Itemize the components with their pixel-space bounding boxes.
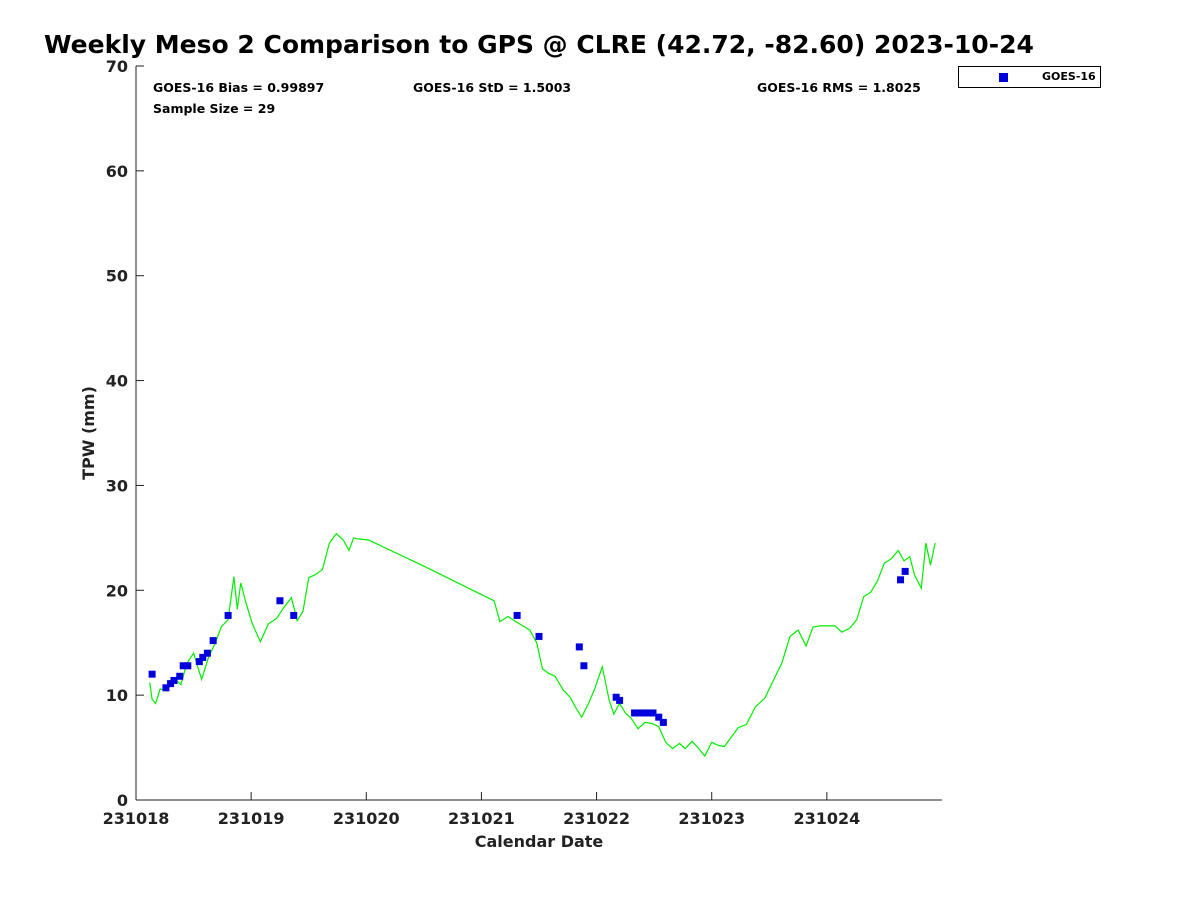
goes-data-point xyxy=(513,611,521,619)
goes-data-point xyxy=(148,670,156,678)
y-tick-label: 0 xyxy=(117,791,128,810)
goes-data-point xyxy=(616,696,624,704)
goes-data-point xyxy=(224,611,232,619)
goes-data-point xyxy=(644,709,652,717)
goes-data-point xyxy=(659,718,667,726)
goes-data-point xyxy=(575,643,583,651)
y-axis-label: TPW (mm) xyxy=(79,386,98,480)
legend: GOES-16 xyxy=(958,66,1101,88)
goes-data-point xyxy=(276,597,284,605)
y-tick-label: 10 xyxy=(106,686,128,705)
goes-data-point xyxy=(640,709,648,717)
x-tick-label: 231024 xyxy=(793,809,860,828)
goes-data-point xyxy=(209,637,217,645)
goes-data-point xyxy=(179,662,187,670)
goes-data-point xyxy=(901,567,909,575)
y-tick-label: 20 xyxy=(106,581,128,600)
rms-stat: GOES-16 RMS = 1.8025 xyxy=(757,80,921,95)
sample-size-stat: Sample Size = 29 xyxy=(153,101,276,116)
goes-data-point xyxy=(649,709,657,717)
tick-labels: 0 10 20 30 40 50 60 70 231018 231019 231020 231021 2… xyxy=(79,57,860,851)
goes-data-point xyxy=(184,662,192,670)
x-tick-label: 231021 xyxy=(448,809,515,828)
axes xyxy=(135,65,942,801)
goes-series xyxy=(148,567,909,726)
goes-data-point xyxy=(655,713,663,721)
x-axis-label: Calendar Date xyxy=(475,832,604,851)
goes-data-point xyxy=(580,662,588,670)
y-tick-label: 30 xyxy=(106,476,128,495)
legend-marker xyxy=(999,73,1008,82)
gps-line xyxy=(149,532,936,758)
y-tick-label: 60 xyxy=(106,162,128,181)
y-tick-label: 70 xyxy=(106,57,128,76)
goes-data-point xyxy=(897,576,905,584)
std-stat: GOES-16 StD = 1.5003 xyxy=(413,80,572,95)
goes-data-point xyxy=(176,672,184,680)
x-tick-label: 231019 xyxy=(218,809,285,828)
y-tick-label: 50 xyxy=(106,267,128,286)
y-tick-label: 40 xyxy=(106,372,128,391)
goes-data-point xyxy=(199,653,207,661)
legend-label: GOES-16 xyxy=(1042,70,1096,83)
goes-data-point xyxy=(631,709,639,717)
x-tick-label: 231022 xyxy=(563,809,630,828)
goes-data-point xyxy=(162,684,170,692)
gps-series xyxy=(149,532,936,758)
x-tick-label: 231018 xyxy=(103,809,170,828)
x-tick-label: 231020 xyxy=(333,809,400,828)
goes-data-point xyxy=(535,632,543,640)
chart-title: Weekly Meso 2 Comparison to GPS @ CLRE (… xyxy=(44,30,1034,59)
bias-stat: GOES-16 Bias = 0.99897 xyxy=(153,80,325,95)
goes-data-point xyxy=(203,649,211,657)
goes-data-point xyxy=(195,658,203,666)
goes-data-point xyxy=(170,676,178,684)
goes-data-point xyxy=(635,709,643,717)
x-tick-label: 231023 xyxy=(678,809,745,828)
goes-data-point xyxy=(290,611,298,619)
